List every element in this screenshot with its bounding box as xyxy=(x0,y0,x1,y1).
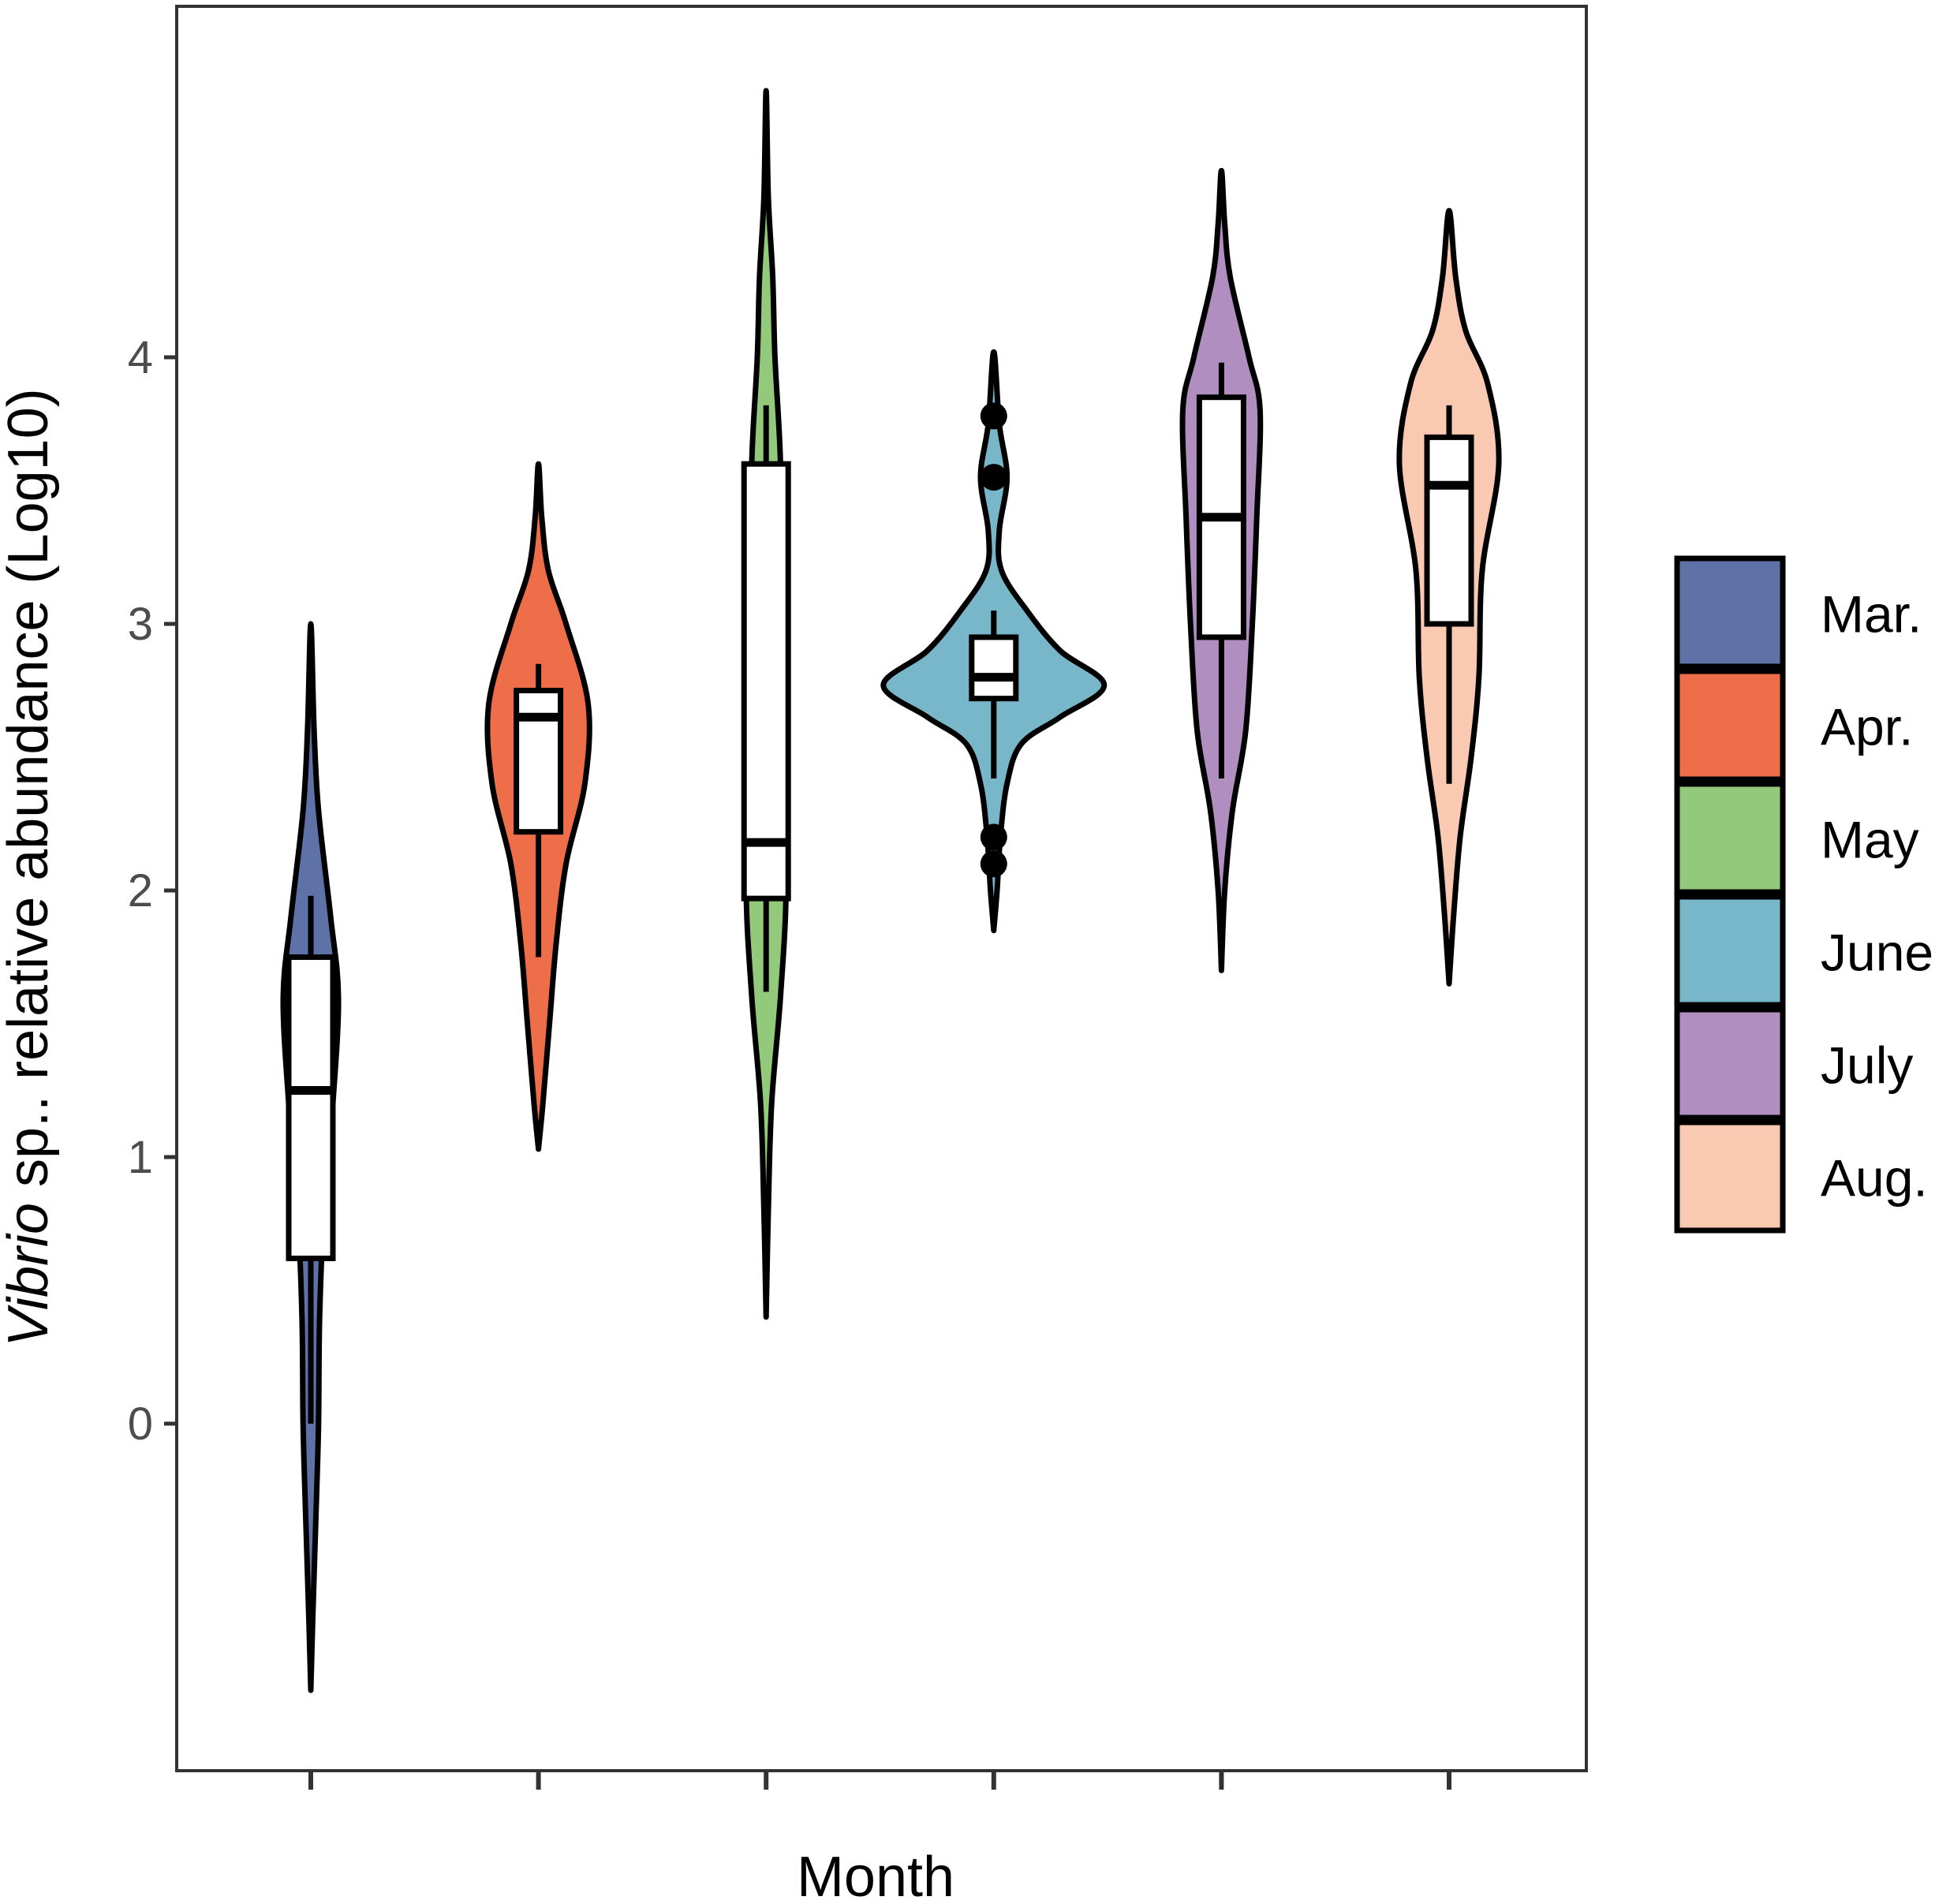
y-tick-label: 0 xyxy=(128,1398,153,1450)
legend-label-june: June xyxy=(1821,924,1933,982)
legend-key-june xyxy=(1674,894,1786,1008)
y-tick-label: 1 xyxy=(128,1132,153,1183)
violin-group-june xyxy=(880,349,1108,934)
violin-group-may xyxy=(741,88,791,1320)
legend-label-may: May xyxy=(1821,811,1919,869)
box-mar xyxy=(286,954,336,1261)
legend: Mar. Apr. May June July Aug. xyxy=(1674,555,1933,1234)
box-june xyxy=(969,634,1019,702)
y-tick-label: 4 xyxy=(128,332,153,383)
legend-key-july xyxy=(1674,1006,1786,1121)
outlier-point-june xyxy=(980,823,1007,851)
legend-label-july: July xyxy=(1821,1036,1913,1095)
y-axis: 0 1 2 3 4 xyxy=(128,332,177,1450)
legend-key-aug xyxy=(1674,1119,1786,1234)
plot-panel-border xyxy=(175,5,1588,1772)
violin-group-aug xyxy=(1396,207,1502,987)
violin-group-apr xyxy=(484,461,592,1152)
legend-label-apr: Apr. xyxy=(1821,698,1913,756)
outlier-point-june xyxy=(980,464,1007,491)
violin-group-mar xyxy=(280,621,342,1693)
outlier-point-june xyxy=(980,402,1007,430)
x-axis xyxy=(308,1771,1451,1790)
y-axis-title: Vibrio sp.. relative abundance (Log10) xyxy=(0,388,60,1346)
legend-label-mar: Mar. xyxy=(1821,585,1922,644)
box-apr xyxy=(514,688,564,835)
outlier-point-june xyxy=(980,850,1007,878)
box-aug xyxy=(1424,434,1474,627)
y-tick-label: 3 xyxy=(128,599,153,650)
box-may xyxy=(741,461,791,902)
legend-key-apr xyxy=(1674,668,1786,782)
x-axis-title: Month xyxy=(797,1846,954,1904)
y-axis-title-rest: sp.. relative abundance (Log10) xyxy=(0,388,60,1203)
legend-key-mar xyxy=(1674,555,1786,670)
violin-group-july xyxy=(1179,167,1264,973)
violins-layer xyxy=(280,88,1502,1693)
y-axis-title-italic: Vibrio xyxy=(0,1203,60,1347)
legend-label-aug: Aug. xyxy=(1821,1149,1928,1208)
y-tick-label: 2 xyxy=(128,865,153,917)
legend-key-may xyxy=(1674,781,1786,895)
